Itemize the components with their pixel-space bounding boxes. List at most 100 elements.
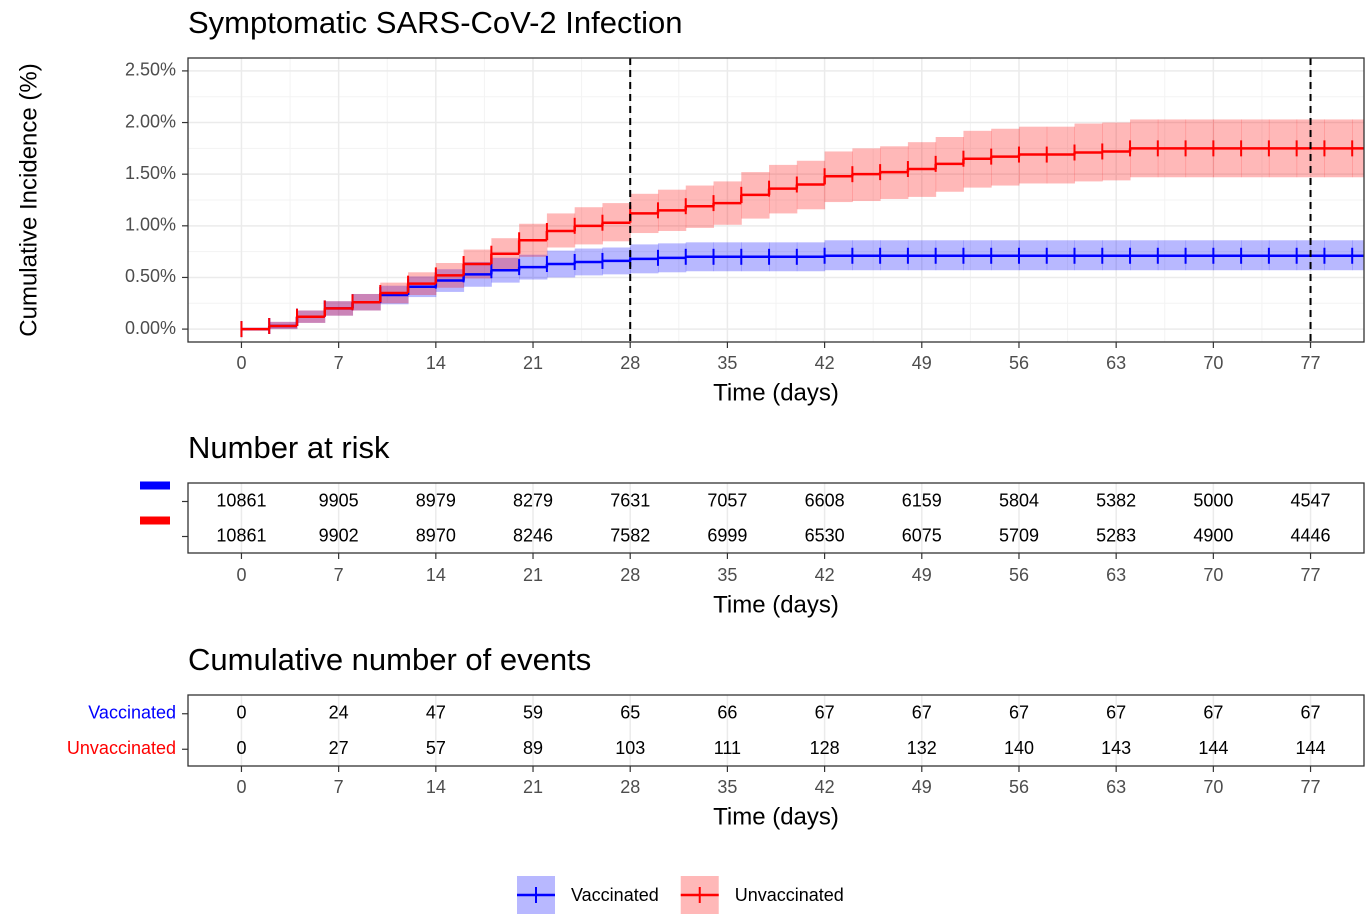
table-cell: 67 (1009, 703, 1029, 723)
table-cell: 89 (523, 738, 543, 758)
x-tick-label: 77 (1301, 777, 1321, 797)
table-cell: 5709 (999, 525, 1039, 545)
x-tick-label: 0 (236, 777, 246, 797)
table-cell: 0 (236, 703, 246, 723)
x-tick-label: 42 (815, 565, 835, 585)
x-tick-label: 35 (717, 353, 737, 373)
table-cell: 10861 (216, 525, 266, 545)
x-tick-label: 49 (912, 565, 932, 585)
x-tick-label: 70 (1203, 353, 1223, 373)
x-tick-label: 63 (1106, 777, 1126, 797)
table-cell: 47 (426, 703, 446, 723)
x-axis-title: Time (days) (713, 591, 839, 618)
x-tick-label: 14 (426, 777, 446, 797)
table-cell: 132 (907, 738, 937, 758)
table-cell: 0 (236, 738, 246, 758)
table-background (188, 483, 1364, 553)
table-cell: 6999 (707, 525, 747, 545)
table-cell: 4446 (1291, 525, 1331, 545)
legend-label: Unvaccinated (735, 885, 844, 905)
table-cell: 4900 (1193, 525, 1233, 545)
table-cell: 140 (1004, 738, 1034, 758)
table-cell: 8246 (513, 525, 553, 545)
table-cell: 5283 (1096, 525, 1136, 545)
panel-title: Symptomatic SARS-CoV-2 Infection (188, 5, 682, 40)
x-tick-label: 7 (334, 353, 344, 373)
table-cell: 144 (1198, 738, 1228, 758)
x-tick-label: 35 (717, 777, 737, 797)
row-swatch (140, 481, 170, 490)
table-cell: 8970 (416, 525, 456, 545)
x-tick-label: 56 (1009, 353, 1029, 373)
table-cell: 8979 (416, 490, 456, 510)
y-tick-label: 1.00% (125, 215, 176, 235)
x-tick-label: 42 (815, 777, 835, 797)
table-cell: 7582 (610, 525, 650, 545)
x-axis-title: Time (days) (713, 803, 839, 830)
x-tick-label: 63 (1106, 353, 1126, 373)
x-tick-label: 42 (815, 353, 835, 373)
x-tick-label: 28 (620, 777, 640, 797)
table-cell: 57 (426, 738, 446, 758)
row-label: Unvaccinated (67, 738, 176, 758)
table-cell: 66 (717, 703, 737, 723)
table-cell: 67 (815, 703, 835, 723)
table-cell: 24 (329, 703, 349, 723)
y-tick-label: 0.00% (125, 318, 176, 338)
table-cell: 5804 (999, 490, 1039, 510)
table-cell: 7631 (610, 490, 650, 510)
table-cell: 67 (1106, 703, 1126, 723)
table-cell: 8279 (513, 490, 553, 510)
table-cell: 4547 (1291, 490, 1331, 510)
y-axis-title: Cumulative Incidence (%) (15, 63, 42, 336)
x-tick-label: 49 (912, 353, 932, 373)
table-cell: 103 (615, 738, 645, 758)
x-tick-label: 28 (620, 565, 640, 585)
x-tick-label: 63 (1106, 565, 1126, 585)
x-tick-label: 7 (334, 777, 344, 797)
table-cell: 6530 (805, 525, 845, 545)
x-tick-label: 21 (523, 565, 543, 585)
y-tick-label: 2.00% (125, 111, 176, 131)
table-border (187, 694, 1365, 767)
table-cell: 67 (1301, 703, 1321, 723)
x-tick-label: 77 (1301, 353, 1321, 373)
table-cell: 10861 (216, 490, 266, 510)
x-tick-label: 70 (1203, 565, 1223, 585)
x-tick-label: 21 (523, 777, 543, 797)
panel-title: Cumulative number of events (188, 642, 591, 677)
x-tick-label: 7 (334, 565, 344, 585)
table-cell: 6075 (902, 525, 942, 545)
table-cell: 9902 (319, 525, 359, 545)
table-cell: 111 (714, 738, 741, 758)
table-cell: 59 (523, 703, 543, 723)
table-cell: 67 (912, 703, 932, 723)
table-background (188, 695, 1364, 766)
table-cell: 9905 (319, 490, 359, 510)
table-cell: 65 (620, 703, 640, 723)
x-tick-label: 14 (426, 565, 446, 585)
table-cell: 6159 (902, 490, 942, 510)
table-cell: 143 (1101, 738, 1131, 758)
x-tick-label: 56 (1009, 777, 1029, 797)
row-swatch (140, 516, 170, 525)
table-cell: 6608 (805, 490, 845, 510)
x-tick-label: 77 (1301, 565, 1321, 585)
x-tick-label: 28 (620, 353, 640, 373)
table-cell: 144 (1296, 738, 1326, 758)
y-tick-label: 0.50% (125, 266, 176, 286)
x-tick-label: 0 (236, 565, 246, 585)
table-cell: 128 (810, 738, 840, 758)
x-axis-title: Time (days) (713, 379, 839, 406)
x-tick-label: 21 (523, 353, 543, 373)
plot-border (187, 57, 1365, 343)
row-label: Vaccinated (88, 703, 176, 723)
table-cell: 7057 (707, 490, 747, 510)
table-border (187, 482, 1365, 554)
x-tick-label: 0 (236, 353, 246, 373)
x-tick-label: 14 (426, 353, 446, 373)
y-tick-label: 1.50% (125, 163, 176, 183)
x-tick-label: 70 (1203, 777, 1223, 797)
x-tick-label: 49 (912, 777, 932, 797)
